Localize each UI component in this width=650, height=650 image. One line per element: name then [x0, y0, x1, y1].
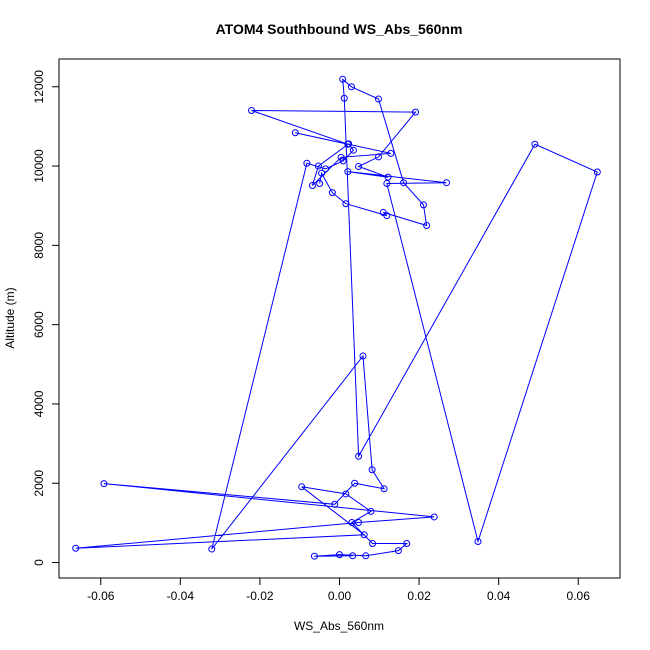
data-point — [411, 108, 419, 116]
data-point — [349, 146, 357, 154]
data-point — [339, 157, 347, 165]
y-tick-label: 12000 — [32, 70, 46, 104]
data-point — [383, 212, 391, 220]
data-point — [419, 201, 427, 209]
data-point — [383, 179, 391, 187]
data-point — [336, 551, 343, 559]
data-point — [342, 200, 350, 208]
x-tick-label: 0.00 — [328, 589, 352, 603]
y-tick-label: 4000 — [32, 390, 46, 417]
data-point — [342, 490, 350, 498]
data-point — [531, 140, 539, 148]
data-point — [291, 129, 299, 137]
x-tick-label: 0.04 — [487, 589, 511, 603]
data-point — [331, 500, 339, 508]
x-tick-label: 0.02 — [407, 589, 431, 603]
data-point — [430, 513, 438, 521]
data-point — [328, 189, 336, 197]
data-point — [316, 179, 324, 187]
data-point — [344, 168, 352, 176]
data-point — [387, 149, 395, 157]
data-point — [367, 507, 375, 515]
data-point — [310, 552, 318, 560]
data-point — [347, 83, 355, 91]
data-point — [362, 552, 370, 560]
data-point — [337, 153, 345, 161]
y-tick-label: 2000 — [32, 470, 46, 497]
data-point — [248, 107, 256, 115]
data-point — [384, 173, 392, 181]
x-tick-label: 0.06 — [567, 589, 591, 603]
data-point — [340, 94, 348, 102]
plot-frame — [58, 58, 621, 579]
data-point — [344, 140, 352, 148]
data-point — [339, 75, 347, 83]
data-point — [298, 483, 306, 491]
data-point — [474, 538, 482, 546]
y-tick-label: 10000 — [32, 149, 46, 183]
x-axis-label: WS_Abs_560nm — [294, 619, 384, 633]
data-point — [394, 547, 402, 555]
data-point — [400, 179, 408, 187]
data-point — [208, 545, 216, 553]
data-point — [348, 518, 356, 526]
y-tick-label: 8000 — [32, 232, 46, 259]
data-point — [374, 153, 382, 161]
data-point — [355, 162, 363, 170]
data-point — [423, 222, 431, 230]
data-point — [369, 540, 377, 548]
x-tick-label: -0.06 — [87, 589, 115, 603]
x-tick-label: -0.04 — [167, 589, 195, 603]
data-point — [318, 169, 326, 177]
data-point — [72, 544, 80, 552]
data-point — [403, 540, 411, 548]
y-axis-label: Altitude (m) — [3, 287, 17, 348]
data-point — [351, 479, 359, 487]
series-line — [75, 78, 598, 557]
data-point — [355, 452, 363, 460]
data-point — [374, 95, 382, 103]
data-point — [360, 531, 368, 539]
data-point — [359, 352, 367, 360]
y-tick-label: 6000 — [32, 311, 46, 338]
data-point — [593, 168, 601, 176]
data-point — [349, 552, 357, 560]
data-point — [308, 181, 316, 189]
y-axis: 0 2000 4000 6000 8000 10000 12000 — [32, 70, 60, 566]
x-axis: -0.06 -0.04 -0.02 0.00 0.02 0.04 0.06 — [87, 577, 591, 603]
chart-title: ATOM4 Southbound WS_Abs_560nm — [216, 21, 463, 37]
data-point — [100, 480, 108, 488]
data-point — [368, 466, 376, 474]
series-layer — [72, 75, 601, 560]
data-point — [314, 162, 322, 170]
y-tick-label: 0 — [32, 559, 46, 566]
data-point — [303, 159, 311, 167]
data-point — [355, 518, 363, 526]
data-point — [322, 165, 330, 173]
data-point — [380, 485, 388, 493]
x-tick-label: -0.02 — [246, 589, 274, 603]
data-point — [443, 179, 451, 187]
